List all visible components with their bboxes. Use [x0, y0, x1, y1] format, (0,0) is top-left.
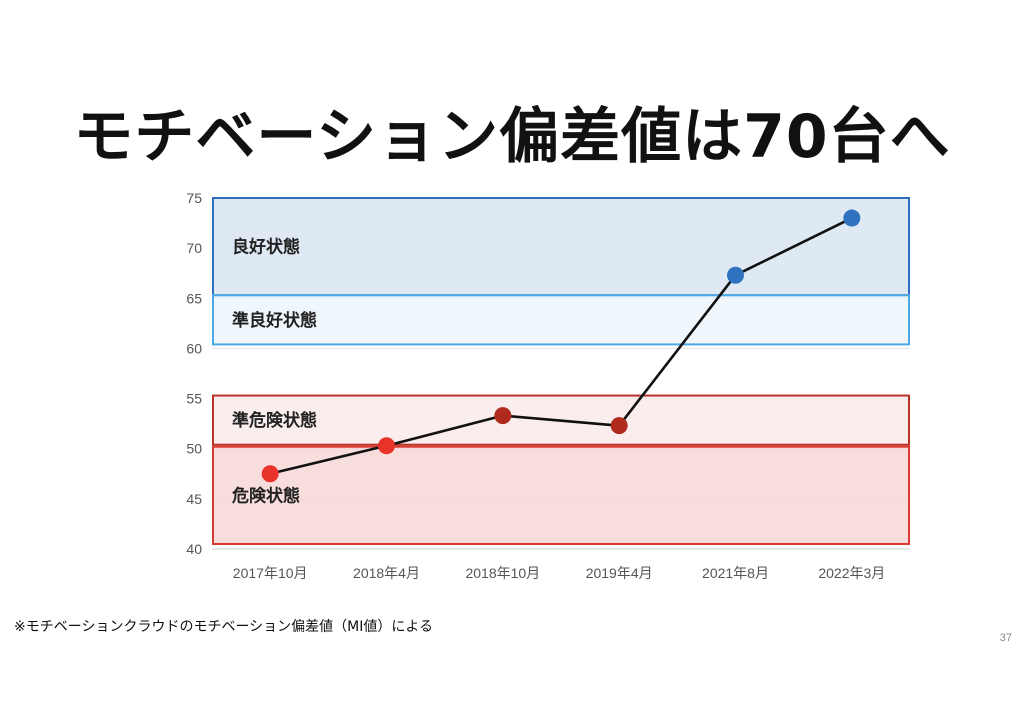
- x-tick-label-3: 2019年4月: [586, 565, 653, 581]
- data-point-5: [843, 209, 861, 227]
- y-tick-label-60: 60: [186, 340, 202, 356]
- zone-label-2: 準危険状態: [232, 410, 317, 431]
- zone-band-3: [212, 445, 910, 545]
- zone-label-3: 危険状態: [231, 485, 300, 506]
- data-point-3: [610, 417, 628, 435]
- slide-title: モチベーション偏差値は70台へ: [73, 102, 951, 172]
- zone-band-0: [212, 197, 910, 297]
- page-number: 37: [999, 632, 1012, 644]
- x-tick-label-1: 2018年4月: [353, 565, 420, 581]
- axes: 40 45 50 55 60 65 70 75 2017年10月 2018年4月 2018年10月 2…: [186, 190, 910, 581]
- y-tick-label-50: 50: [186, 441, 202, 457]
- y-tick-label-55: 55: [186, 391, 202, 407]
- data-point-1: [378, 437, 395, 455]
- x-tick-label-0: 2017年10月: [233, 565, 308, 581]
- y-tick-label-70: 70: [186, 240, 202, 256]
- zone-label-1: 準良好状態: [232, 310, 317, 331]
- zone-label-0: 良好状態: [232, 237, 300, 258]
- footnote: ※モチベーションクラウドのモチベーション偏差値（MI値）による: [14, 619, 433, 635]
- x-tick-label-4: 2021年8月: [702, 565, 769, 581]
- y-tick-label-75: 75: [186, 190, 202, 206]
- series-line: [269, 216, 853, 476]
- series-line-0: [269, 216, 853, 476]
- x-tick-label-5: 2022年3月: [818, 565, 885, 581]
- y-tick-label-45: 45: [186, 491, 202, 507]
- data-points: [261, 209, 861, 483]
- x-tick-label-2: 2018年10月: [465, 565, 540, 581]
- y-tick-label-40: 40: [186, 541, 202, 557]
- data-point-2: [494, 407, 512, 425]
- zone-band-1: [212, 294, 910, 346]
- data-point-0: [261, 465, 279, 483]
- data-point-4: [727, 266, 744, 284]
- y-tick-label-65: 65: [186, 290, 202, 306]
